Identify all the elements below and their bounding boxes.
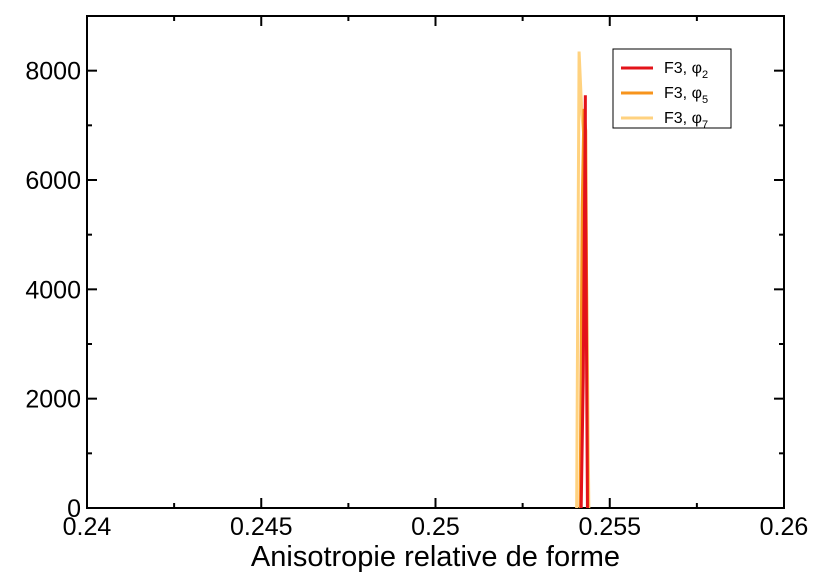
x-axis-title: Anisotropie relative de forme xyxy=(251,541,620,573)
x-tick-label: 0.25 xyxy=(411,513,460,541)
legend-label: F3, φ7 xyxy=(664,110,708,131)
y-axis-tick-labels: 0 2000 4000 6000 8000 xyxy=(25,58,81,523)
legend-label-subscript: 5 xyxy=(702,94,708,106)
x-tick-label: 0.24 xyxy=(63,513,112,541)
legend-label-subscript: 2 xyxy=(702,69,708,81)
legend-label: F3, φ5 xyxy=(664,85,708,106)
axis-ticks xyxy=(86,15,785,509)
y-tick-label: 4000 xyxy=(25,276,81,304)
x-tick-label: 0.245 xyxy=(230,513,293,541)
legend-box xyxy=(612,48,732,129)
series-layer xyxy=(575,51,591,509)
legend: F3, φ2 F3, φ5 F3, φ7 xyxy=(612,48,732,131)
x-axis-tick-labels: 0.24 0.245 0.25 0.255 0.26 xyxy=(63,513,809,541)
legend-label-subscript: 7 xyxy=(702,119,708,131)
legend-label: F3, φ2 xyxy=(664,60,708,81)
y-tick-label: 8000 xyxy=(25,58,81,86)
x-tick-label: 0.255 xyxy=(578,513,641,541)
y-tick-label: 6000 xyxy=(25,167,81,195)
series-line xyxy=(579,95,589,509)
x-tick-label: 0.26 xyxy=(760,513,809,541)
y-tick-label: 2000 xyxy=(25,386,81,414)
y-tick-label: 0 xyxy=(67,495,81,523)
